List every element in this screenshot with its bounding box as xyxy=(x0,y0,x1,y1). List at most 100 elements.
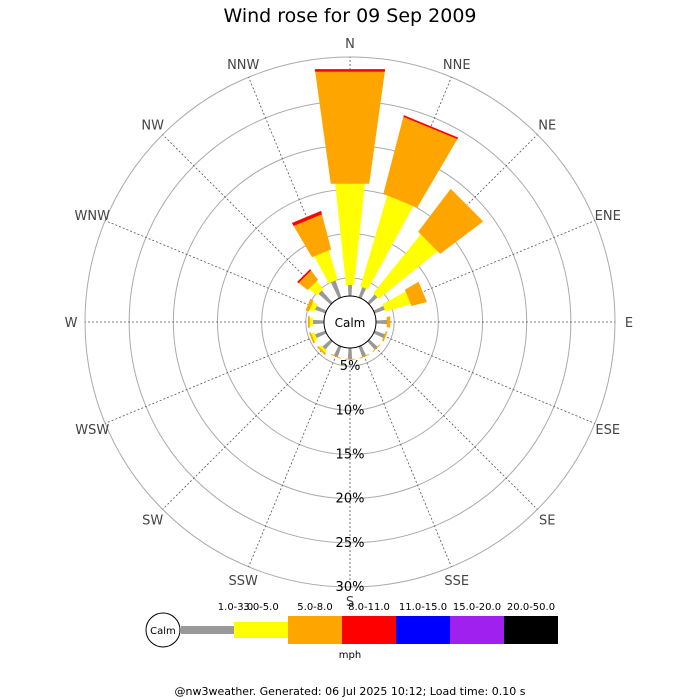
legend-label-5: 15.0-20.0 xyxy=(453,602,501,613)
petal-wsw-bin-1 xyxy=(311,332,318,342)
spoke-ese xyxy=(349,321,595,424)
petal-sse-bin-2 xyxy=(359,353,370,359)
petal-ne-bin-1 xyxy=(373,233,439,299)
petal-w-bin-2 xyxy=(308,316,310,328)
petal-nnw-bin-2 xyxy=(293,214,332,258)
petal-ssw-bin-2 xyxy=(330,353,341,359)
petal-ne-bin-2 xyxy=(418,188,484,254)
petal-e-bin-2 xyxy=(386,316,391,328)
petal-nne-bin-2 xyxy=(383,116,458,208)
direction-label-ne: NE xyxy=(538,119,556,134)
direction-labels: N NNE NE ENE E ESE SE SSE S SSW SW WSW W WNW NW NNW xyxy=(65,37,634,610)
petal-wnw-bin-1 xyxy=(309,301,318,312)
ring-label-5: 5% xyxy=(340,359,361,374)
petal-nnw-bin-0 xyxy=(330,280,342,299)
petal-nne-bin-3 xyxy=(403,115,459,140)
petal-sw-bin-1 xyxy=(319,345,327,353)
legend-swatch-1 xyxy=(234,622,288,638)
petal-sw-bin-2 xyxy=(316,345,327,356)
direction-label-sse: SSE xyxy=(444,574,469,589)
petal-nnw-bin-3 xyxy=(291,210,322,227)
legend-swatch-3 xyxy=(342,616,396,644)
direction-label-s: S xyxy=(346,595,354,610)
petal-s-bin-0 xyxy=(347,347,353,360)
legend-calm-label: Calm xyxy=(150,626,176,637)
ring-label-15: 15% xyxy=(336,448,365,463)
direction-label-e: E xyxy=(625,316,633,331)
petal-ene-bin-0 xyxy=(373,305,386,314)
legend-label-6: 20.0-50.0 xyxy=(507,602,555,613)
petal-ese-bin-0 xyxy=(373,330,386,339)
petal-nnw-bin-1 xyxy=(314,249,338,284)
petal-wsw-bin-2 xyxy=(308,332,315,344)
petal-ene-bin-2 xyxy=(404,281,427,306)
legend-swatch-2 xyxy=(288,616,342,644)
legend-swatch-0 xyxy=(181,626,234,634)
petal-nw-bin-3 xyxy=(297,269,312,284)
petal-w-bin-0 xyxy=(312,319,325,325)
petal-w-bin-1 xyxy=(309,317,314,327)
petal-se-bin-2 xyxy=(372,344,381,353)
legend-label-1: 3.0-5.0 xyxy=(243,602,278,613)
direction-label-ese: ESE xyxy=(595,423,620,438)
legend-unit: mph xyxy=(339,650,361,661)
petal-s-bin-2 xyxy=(344,358,356,360)
direction-label-sw: SW xyxy=(142,513,163,528)
direction-label-nne: NNE xyxy=(443,58,471,73)
legend-label-4: 11.0-15.0 xyxy=(399,602,447,613)
chart-title: Wind rose for 09 Sep 2009 xyxy=(223,5,477,27)
petal-wsw-bin-0 xyxy=(314,330,327,339)
rose-petals xyxy=(291,69,484,360)
speed-legend: Calm 1.0-3.03.0-5.0 5.0-8.0 8.0-11.0 11.0-1… xyxy=(145,602,558,661)
petal-wnw-bin-0 xyxy=(314,305,327,314)
spoke-wsw xyxy=(105,321,351,424)
calm-center: Calm xyxy=(323,295,377,349)
petal-ese-bin-2 xyxy=(381,331,388,342)
ring-labels: 5% 10% 15% 20% 25% 30% xyxy=(336,359,365,595)
petal-e-bin-0 xyxy=(375,319,388,325)
direction-label-nnw: NNW xyxy=(227,58,259,73)
spoke-ssw xyxy=(248,321,351,567)
petal-n-bin-1 xyxy=(335,183,365,286)
spoke-se xyxy=(349,321,538,510)
direction-label-wnw: WNW xyxy=(75,209,111,224)
calm-circle xyxy=(323,295,377,349)
calm-label: Calm xyxy=(335,316,366,330)
direction-label-n: N xyxy=(345,37,355,52)
petal-ssw-bin-0 xyxy=(333,345,342,358)
legend-label-2: 5.0-8.0 xyxy=(297,602,332,613)
ring-label-30: 30% xyxy=(336,580,365,595)
direction-label-w: W xyxy=(65,316,78,331)
petal-nw-bin-0 xyxy=(318,290,333,305)
legend-swatch-4 xyxy=(396,616,450,644)
petal-sse-bin-0 xyxy=(358,345,367,358)
spoke-sw xyxy=(162,321,351,510)
petal-nw-bin-1 xyxy=(308,280,324,296)
ring-label-20: 20% xyxy=(336,492,365,507)
ring-label-25: 25% xyxy=(336,536,365,551)
legend-label-0: 1.0-3.0 xyxy=(218,602,253,613)
petal-n-bin-0 xyxy=(347,284,353,297)
petal-n-bin-2 xyxy=(315,71,385,184)
petal-wnw-bin-2 xyxy=(305,298,314,312)
legend-calm-circle xyxy=(145,612,181,648)
footer-text: @nw3weather. Generated: 06 Jul 2025 10:1… xyxy=(174,685,526,698)
petal-nw-bin-2 xyxy=(298,270,319,291)
direction-label-nw: NW xyxy=(141,119,164,134)
petal-se-bin-0 xyxy=(367,339,378,350)
direction-label-wsw: WSW xyxy=(75,423,109,438)
direction-label-ene: ENE xyxy=(595,209,621,224)
legend-label-3: 8.0-11.0 xyxy=(348,602,390,613)
petal-ene-bin-1 xyxy=(382,291,412,312)
direction-label-se: SE xyxy=(539,513,555,528)
legend-swatch-5 xyxy=(450,616,504,644)
spoke-sse xyxy=(349,321,452,567)
legend-bins: 1.0-3.03.0-5.0 5.0-8.0 8.0-11.0 11.0-15.0 15… xyxy=(181,602,558,644)
petal-n-bin-3 xyxy=(314,69,386,72)
legend-swatch-6 xyxy=(504,616,558,644)
petal-nne-bin-0 xyxy=(358,286,367,299)
direction-label-ssw: SSW xyxy=(229,574,259,589)
petal-ne-bin-0 xyxy=(367,294,378,305)
petal-sw-bin-0 xyxy=(322,339,333,350)
